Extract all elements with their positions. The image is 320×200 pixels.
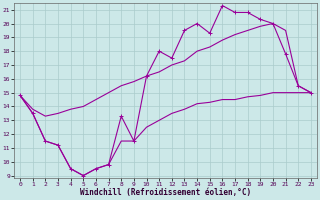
X-axis label: Windchill (Refroidissement éolien,°C): Windchill (Refroidissement éolien,°C) xyxy=(80,188,251,197)
